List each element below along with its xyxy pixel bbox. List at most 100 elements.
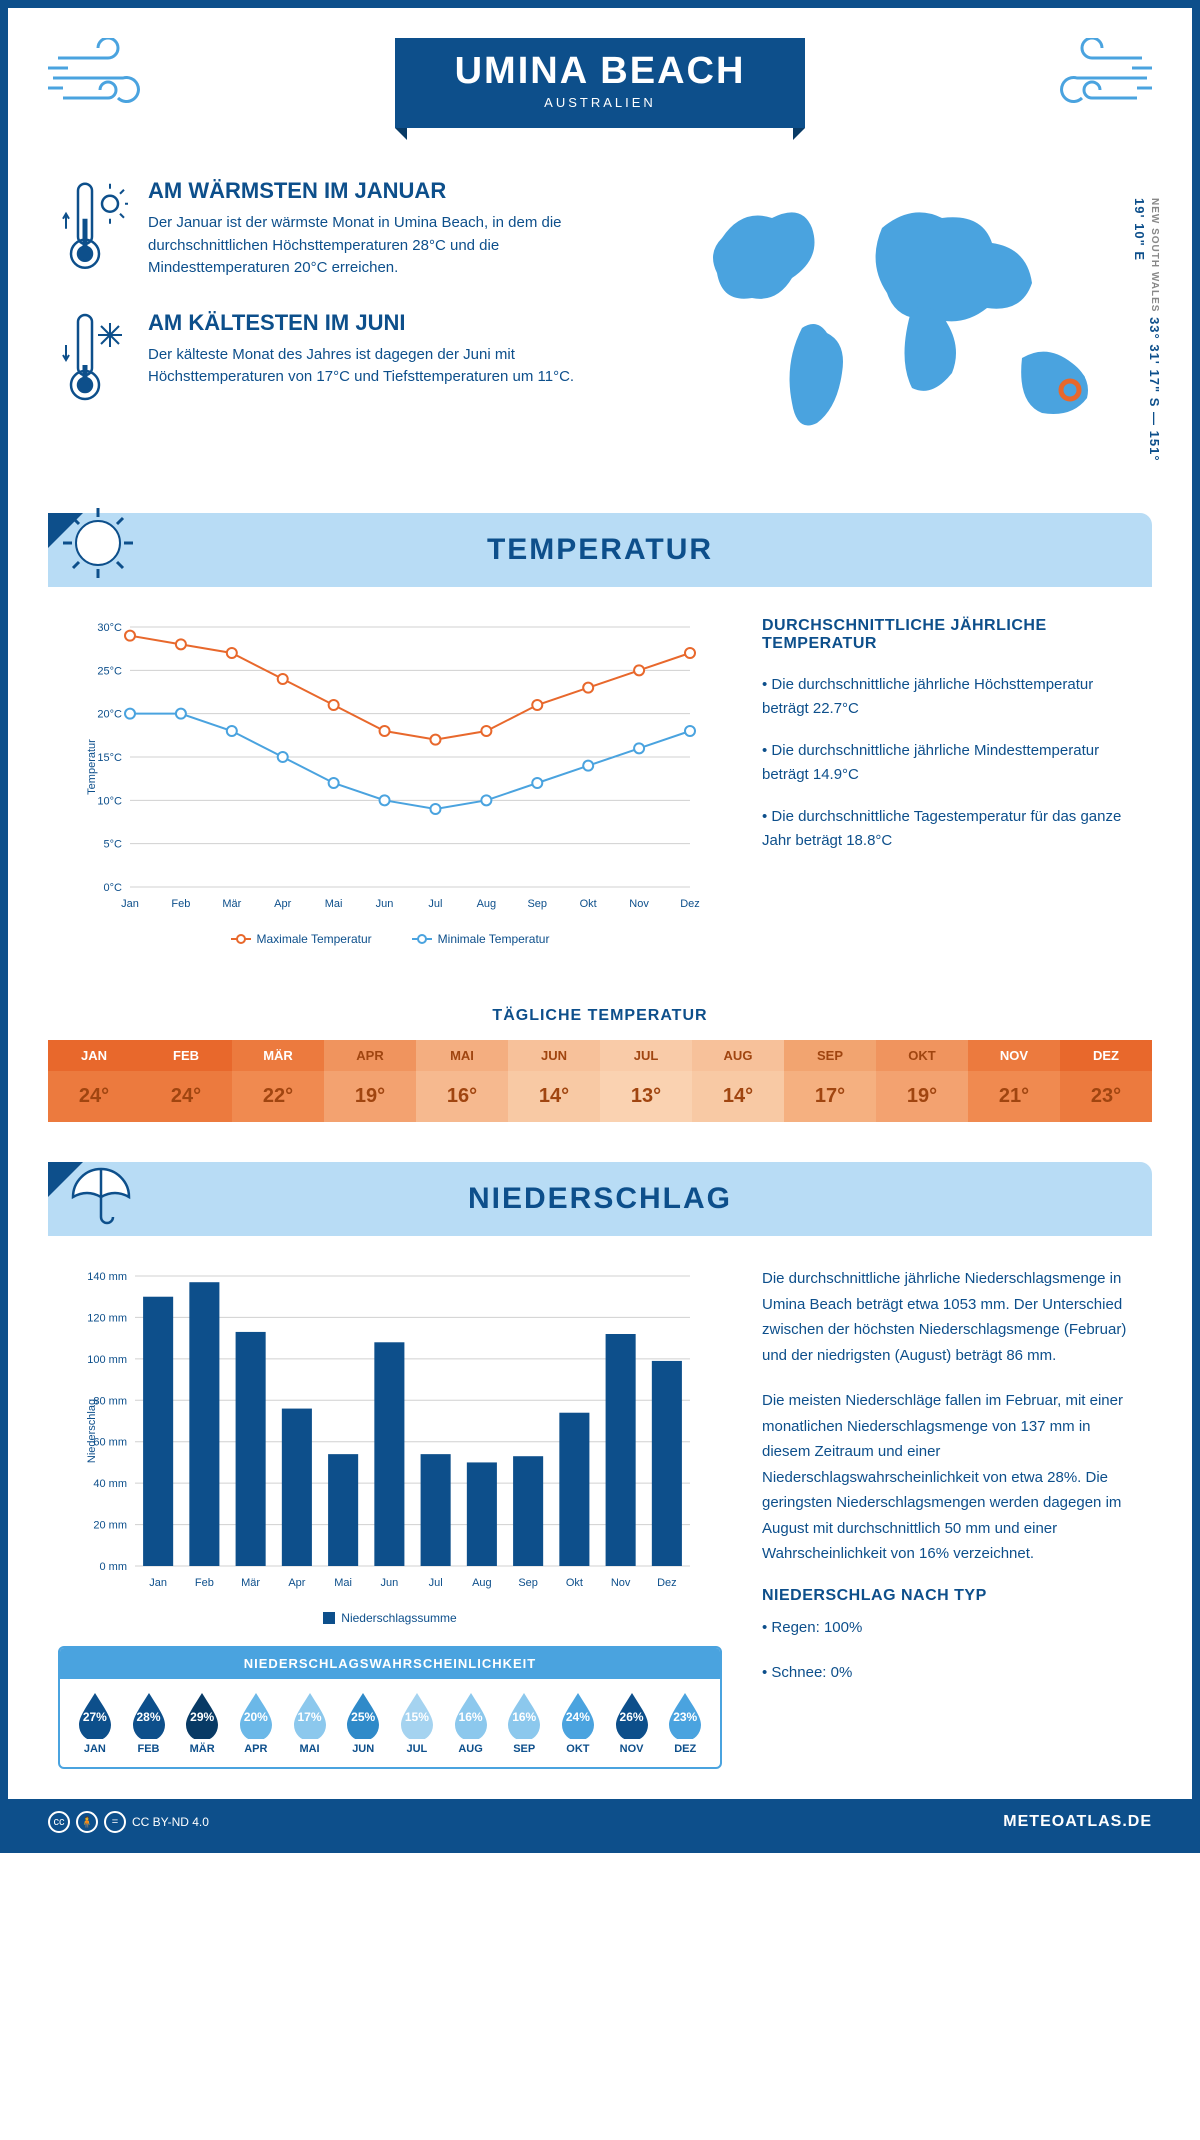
svg-text:10°C: 10°C <box>97 795 122 807</box>
thermometer-hot-icon <box>58 178 128 280</box>
svg-text:Jan: Jan <box>121 898 139 910</box>
daily-cell: AUG14° <box>692 1040 784 1122</box>
svg-text:Mär: Mär <box>241 1577 260 1589</box>
prob-cell: 28%FEB <box>122 1691 176 1755</box>
prob-cell: 15%JUL <box>390 1691 444 1755</box>
svg-text:Apr: Apr <box>274 898 291 910</box>
svg-text:20°C: 20°C <box>97 709 122 721</box>
header: UMINA BEACH AUSTRALIEN <box>8 8 1192 148</box>
svg-text:30°C: 30°C <box>97 622 122 634</box>
daily-cell: MÄR22° <box>232 1040 324 1122</box>
daily-cell: SEP17° <box>784 1040 876 1122</box>
svg-text:Aug: Aug <box>477 898 497 910</box>
svg-text:Feb: Feb <box>171 898 190 910</box>
prob-cell: 25%JUN <box>336 1691 390 1755</box>
daily-temp-table: JAN24°FEB24°MÄR22°APR19°MAI16°JUN14°JUL1… <box>48 1040 1152 1122</box>
svg-text:0 mm: 0 mm <box>100 1561 128 1573</box>
svg-text:140 mm: 140 mm <box>87 1271 127 1283</box>
brand: METEOATLAS.DE <box>1003 1813 1152 1831</box>
svg-text:Mai: Mai <box>325 898 343 910</box>
probability-box: NIEDERSCHLAGSWAHRSCHEINLICHKEIT 27%JAN28… <box>58 1646 722 1769</box>
prob-cell: 23%DEZ <box>658 1691 712 1755</box>
license: cc 🧍 = CC BY-ND 4.0 <box>48 1811 209 1833</box>
svg-text:Niederschlag: Niederschlag <box>86 1399 98 1463</box>
svg-text:Sep: Sep <box>518 1577 538 1589</box>
svg-text:Jun: Jun <box>376 898 394 910</box>
section-temperatur: TEMPERATUR <box>48 513 1152 587</box>
warm-title: AM WÄRMSTEN IM JANUAR <box>148 178 642 204</box>
svg-text:60 mm: 60 mm <box>93 1437 127 1449</box>
svg-text:Jun: Jun <box>381 1577 399 1589</box>
svg-text:Mär: Mär <box>222 898 241 910</box>
prob-cell: 26%NOV <box>605 1691 659 1755</box>
svg-text:Okt: Okt <box>566 1577 583 1589</box>
daily-cell: FEB24° <box>140 1040 232 1122</box>
svg-text:Nov: Nov <box>611 1577 631 1589</box>
prob-cell: 16%SEP <box>497 1691 551 1755</box>
prob-cell: 16%AUG <box>444 1691 498 1755</box>
wind-icon <box>1032 38 1152 118</box>
coldest-block: AM KÄLTESTEN IM JUNI Der kälteste Monat … <box>58 310 642 410</box>
by-icon: 🧍 <box>76 1811 98 1833</box>
precip-text: Die durchschnittliche jährliche Niedersc… <box>762 1266 1142 1769</box>
page-subtitle: AUSTRALIEN <box>455 95 746 110</box>
svg-text:80 mm: 80 mm <box>93 1395 127 1407</box>
prob-cell: 24%OKT <box>551 1691 605 1755</box>
daily-cell: NOV21° <box>968 1040 1060 1122</box>
svg-text:120 mm: 120 mm <box>87 1312 127 1324</box>
svg-text:Feb: Feb <box>195 1577 214 1589</box>
daily-cell: JUN14° <box>508 1040 600 1122</box>
daily-cell: APR19° <box>324 1040 416 1122</box>
svg-text:Apr: Apr <box>288 1577 305 1589</box>
sun-icon <box>58 503 138 583</box>
warm-text: Der Januar ist der wärmste Monat in Umin… <box>148 212 642 280</box>
prob-cell: 29%MÄR <box>175 1691 229 1755</box>
precipitation-chart: 0 mm 20 mm 40 mm 60 mm 80 mm 100 mm 120 mm 140 … <box>58 1266 722 1626</box>
svg-text:Jan: Jan <box>149 1577 167 1589</box>
svg-text:25°C: 25°C <box>97 665 122 677</box>
warmest-block: AM WÄRMSTEN IM JANUAR Der Januar ist der… <box>58 178 642 280</box>
temp-legend: Maximale Temperatur Minimale Temperatur <box>58 932 722 946</box>
daily-cell: OKT19° <box>876 1040 968 1122</box>
umbrella-icon <box>58 1152 138 1232</box>
title-banner: UMINA BEACH AUSTRALIEN <box>395 38 806 128</box>
svg-text:Temperatur: Temperatur <box>86 739 98 795</box>
page-title: UMINA BEACH <box>455 50 746 93</box>
svg-text:40 mm: 40 mm <box>93 1478 127 1490</box>
nd-icon: = <box>104 1811 126 1833</box>
svg-text:15°C: 15°C <box>97 752 122 764</box>
daily-temp-title: TÄGLICHE TEMPERATUR <box>8 1007 1192 1025</box>
svg-text:Aug: Aug <box>472 1577 492 1589</box>
daily-cell: JAN24° <box>48 1040 140 1122</box>
svg-text:Mai: Mai <box>334 1577 352 1589</box>
svg-text:0°C: 0°C <box>104 882 123 894</box>
svg-text:20 mm: 20 mm <box>93 1520 127 1532</box>
prob-cell: 27%JAN <box>68 1691 122 1755</box>
footer: cc 🧍 = CC BY-ND 4.0 METEOATLAS.DE <box>8 1799 1192 1845</box>
cold-title: AM KÄLTESTEN IM JUNI <box>148 310 642 336</box>
svg-text:Jul: Jul <box>428 898 442 910</box>
coordinates: NEW SOUTH WALES 33° 31' 17" S — 151° 19'… <box>1132 198 1162 463</box>
svg-text:Dez: Dez <box>657 1577 677 1589</box>
precip-legend: Niederschlagssumme <box>58 1611 722 1625</box>
svg-text:Nov: Nov <box>629 898 649 910</box>
cold-text: Der kälteste Monat des Jahres ist dagege… <box>148 344 642 389</box>
daily-cell: MAI16° <box>416 1040 508 1122</box>
prob-cell: 17%MAI <box>283 1691 337 1755</box>
svg-text:100 mm: 100 mm <box>87 1354 127 1366</box>
section-niederschlag: NIEDERSCHLAG <box>48 1162 1152 1236</box>
svg-text:Jul: Jul <box>429 1577 443 1589</box>
cc-icon: cc <box>48 1811 70 1833</box>
svg-text:Sep: Sep <box>527 898 547 910</box>
daily-cell: DEZ23° <box>1060 1040 1152 1122</box>
svg-text:5°C: 5°C <box>104 839 123 851</box>
daily-cell: JUL13° <box>600 1040 692 1122</box>
temp-facts: DURCHSCHNITTLICHE JÄHRLICHE TEMPERATUR •… <box>762 617 1142 957</box>
svg-text:Dez: Dez <box>680 898 700 910</box>
world-map <box>682 178 1142 458</box>
prob-cell: 20%APR <box>229 1691 283 1755</box>
temperature-chart: 0°C 5°C 10°C 15°C 20°C 25°C 30°C Jan Feb Mär Apr Ma… <box>58 617 722 957</box>
svg-text:Okt: Okt <box>580 898 597 910</box>
wind-icon <box>48 38 168 118</box>
thermometer-cold-icon <box>58 310 128 410</box>
